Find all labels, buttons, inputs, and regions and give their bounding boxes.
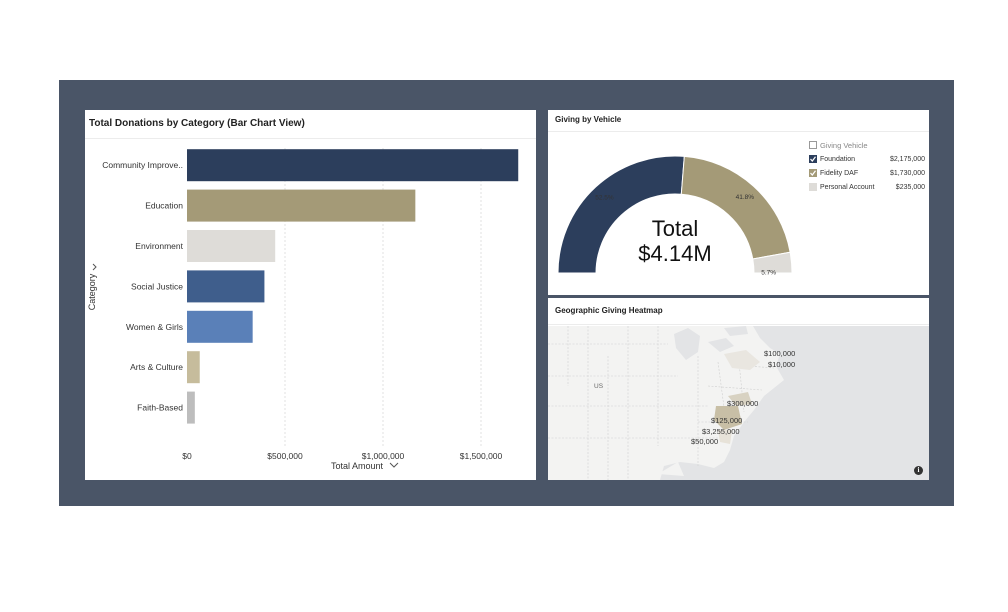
legend-item-name: Fidelity DAF	[820, 169, 859, 177]
category-label: Faith-Based	[137, 403, 183, 413]
donut-slice[interactable]	[752, 251, 793, 274]
geo-label-2: $10,000	[768, 360, 795, 369]
bar[interactable]	[187, 391, 195, 424]
category-label: Arts & Culture	[130, 362, 183, 372]
legend-item[interactable]: Fidelity DAF $1,730,000	[809, 166, 925, 180]
bar-chart-title: Total Donations by Category (Bar Chart V…	[89, 118, 305, 129]
x-tick-label: $1,500,000	[460, 451, 503, 461]
legend-item[interactable]: Personal Account $235,000	[809, 180, 925, 194]
chevron-down-icon[interactable]	[389, 462, 399, 468]
bar-chart-panel: Total Donations by Category (Bar Chart V…	[85, 110, 536, 480]
geo-value-labels: $100,000 $10,000 $300,000 $125,000 $3,25…	[691, 349, 795, 446]
donut-chart[interactable]: 52.5% 41.8% 5.7% Total$4.14M	[548, 110, 808, 295]
legend-header-label: Giving Vehicle	[820, 140, 868, 150]
chevron-down-icon[interactable]	[92, 263, 97, 271]
x-axis-title[interactable]: Total Amount	[331, 461, 384, 471]
legend-item[interactable]: Foundation $2,175,000	[809, 152, 925, 166]
great-lake-ontario	[724, 326, 748, 336]
category-label: Social Justice	[131, 281, 183, 291]
x-tick-label: $500,000	[267, 451, 303, 461]
category-label: Community Improve..	[102, 160, 183, 170]
bar[interactable]	[187, 149, 519, 182]
geo-label-4: $125,000	[711, 416, 742, 425]
heat-region-sc	[718, 430, 732, 444]
slice-percent-label: 5.7%	[761, 270, 776, 277]
checkbox-checked-icon[interactable]	[809, 155, 817, 163]
heat-region-pa	[724, 350, 760, 370]
info-icon[interactable]: i	[914, 466, 923, 475]
category-label: Women & Girls	[126, 322, 183, 332]
geo-label-3: $300,000	[727, 399, 758, 408]
geo-heatmap-panel: Geographic Giving Heatmap US $100,000 $1…	[548, 298, 929, 480]
heat-region-va	[728, 392, 752, 406]
bar-chart[interactable]: $0 $500,000 $1,000,000 $1,500,000 Community …	[85, 110, 536, 480]
vehicle-legend: Giving Vehicle Foundation $2,175,000 Fidel…	[809, 138, 925, 194]
x-tick-label: $1,000,000	[362, 451, 405, 461]
title-divider	[85, 138, 536, 139]
vehicle-title: Giving by Vehicle	[555, 115, 622, 124]
checkbox-checked-icon[interactable]	[809, 169, 817, 177]
heat-region-nc	[714, 406, 742, 430]
y-axis-title[interactable]: Category	[87, 273, 97, 310]
geo-divider	[548, 324, 929, 325]
slice-percent-label: 41.8%	[736, 194, 755, 201]
geo-label-1: $100,000	[764, 349, 795, 358]
bar[interactable]	[187, 189, 416, 222]
legend-item-value: $1,730,000	[889, 169, 925, 177]
legend-item-name: Personal Account	[820, 183, 875, 191]
category-label: Education	[145, 201, 183, 211]
great-lake-erie	[708, 338, 734, 352]
vehicle-divider	[548, 131, 929, 132]
bar[interactable]	[187, 310, 253, 343]
great-lake-michigan	[674, 328, 700, 360]
bar[interactable]	[187, 351, 200, 384]
slice-percent-label: 52.5%	[595, 195, 614, 202]
bar[interactable]	[187, 270, 265, 303]
x-tick-label: $0	[182, 451, 192, 461]
vehicle-panel: Giving by Vehicle 52.5% 41.8% 5.7% Total $4.…	[548, 110, 929, 295]
legend-item-value: $235,000	[895, 183, 925, 191]
florida-tip	[658, 462, 684, 476]
us-map[interactable]: US $100,000 $10,000 $300,000 $125,000 $3…	[548, 326, 929, 480]
category-label: Environment	[135, 241, 183, 251]
bar[interactable]	[187, 230, 276, 262]
geo-title: Geographic Giving Heatmap	[555, 306, 663, 315]
donut-center-label: Total	[652, 216, 698, 241]
geo-label-6: $50,000	[691, 437, 718, 446]
donut-center-value: $4.14M	[638, 241, 711, 266]
checkbox-icon[interactable]	[809, 183, 817, 191]
legend-item-value: $2,175,000	[889, 155, 925, 163]
legend-checkbox-all[interactable]	[809, 141, 817, 149]
legend-item-name: Foundation	[820, 155, 856, 163]
legend-header[interactable]: Giving Vehicle	[809, 138, 925, 152]
country-label: US	[594, 383, 604, 390]
geo-label-5: $3,255,000	[702, 427, 740, 436]
state-borders	[548, 326, 775, 480]
